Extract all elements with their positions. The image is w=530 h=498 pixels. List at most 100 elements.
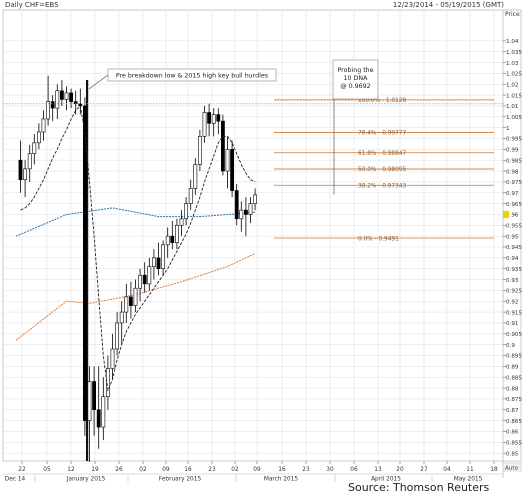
y-tick-label: 0.95 <box>506 234 519 240</box>
candle-body <box>69 92 74 102</box>
y-tick-label: 0.935 <box>506 267 522 273</box>
candle-body <box>96 409 101 428</box>
y-tick-label: 0.91 <box>506 321 519 327</box>
candle-body <box>188 188 193 204</box>
y-tick-label: 0.885 <box>506 375 522 381</box>
candle-body <box>129 296 133 306</box>
candle-body <box>207 112 212 124</box>
x-month-label: May 2015 <box>454 477 483 483</box>
auto-scale-label: Auto <box>505 466 519 472</box>
x-tick-label: 18 <box>490 467 498 473</box>
candle-body <box>133 287 138 306</box>
candle-body <box>161 244 166 270</box>
x-tick-label: 19 <box>91 467 99 473</box>
candle-body <box>138 274 143 289</box>
candle-body <box>32 142 37 154</box>
candle-body <box>179 218 184 226</box>
y-tick-label: 1 <box>506 126 510 132</box>
candle-body <box>87 381 92 421</box>
x-tick-label: 16 <box>184 467 192 473</box>
y-tick-label: 1.01 <box>506 104 519 110</box>
x-tick-label: 22 <box>18 467 26 473</box>
y-tick-label: 0.875 <box>506 397 522 403</box>
plot-frame <box>2 9 522 462</box>
candle-body <box>23 168 28 181</box>
fib-level-label: 61.8% - 0.98847 <box>358 151 406 157</box>
candle-body <box>248 203 253 215</box>
y-tick-label: 0.865 <box>506 419 522 425</box>
x-tick-label: 04 <box>443 467 451 473</box>
y-tick-label: 0.87 <box>506 408 519 414</box>
fib-level-label: 76.4% - 0.99777 <box>358 131 406 137</box>
candle-body <box>101 396 106 428</box>
y-tick-label: 1.02 <box>506 82 518 88</box>
annotation-box-10dna <box>332 59 379 100</box>
y-tick-label: 0.945 <box>506 245 522 251</box>
fib-level-label: 38.2% - 0.97343 <box>358 184 406 190</box>
x-tick-label: 05 <box>43 467 51 473</box>
y-tick-label: 0.855 <box>506 441 522 447</box>
x-tick-label: 13 <box>374 467 382 473</box>
x-tick-label: 26 <box>115 467 123 473</box>
candle-body <box>46 101 51 120</box>
candle-body <box>27 153 32 170</box>
last-price-marker <box>503 210 509 218</box>
candle-body <box>198 136 202 165</box>
y-tick-label: 1.025 <box>506 72 522 78</box>
candle-body <box>41 118 46 133</box>
annotation-10dna-text-line: 10 DNA <box>344 75 369 82</box>
y-tick-label: 0.85 <box>506 451 519 457</box>
y-tick-label: 0.93 <box>506 278 519 284</box>
candle-body <box>184 203 189 220</box>
y-tick-label: 0.97 <box>506 191 519 197</box>
annotation-prebreakdown-text: Pre breakdown low & 2015 high key bull h… <box>116 73 268 80</box>
candle-body <box>221 120 225 172</box>
x-tick-label: 12 <box>67 467 75 473</box>
y-tick-label: 0.915 <box>506 310 522 316</box>
x-tick-label: 23 <box>302 467 310 473</box>
y-tick-label: 0.925 <box>506 289 522 295</box>
candle-body <box>211 114 216 124</box>
candle-body <box>216 114 221 122</box>
annotation-10dna-text-line: @ 0.9692 <box>340 82 370 90</box>
x-tick-label: 20 <box>396 467 404 473</box>
y-tick-label: 0.965 <box>506 202 522 208</box>
candle-body <box>106 368 110 398</box>
x-tick-label: 11 <box>466 467 474 473</box>
candle-body <box>142 274 147 285</box>
candle-body <box>92 381 97 411</box>
candle-body <box>156 257 161 270</box>
candle-body <box>59 90 64 100</box>
y-tick-label: 0.975 <box>506 180 522 186</box>
y-tick-label: 1.015 <box>506 93 522 99</box>
y-tick-label: 0.88 <box>506 386 519 392</box>
candle-body <box>115 322 120 350</box>
y-tick-label: 0.99 <box>506 148 519 154</box>
candle-body <box>230 149 235 191</box>
y-tick-label: 0.895 <box>506 354 522 360</box>
candle-body <box>165 235 170 246</box>
y-tick-label: 0.955 <box>506 224 522 230</box>
candle-body <box>193 164 198 189</box>
blue-sma-line <box>15 207 256 237</box>
y-tick-label: 1.035 <box>506 50 522 56</box>
y-tick-label: 1.03 <box>506 61 519 67</box>
y-tick-label: 0.9 <box>506 343 515 349</box>
candle-body <box>170 235 175 243</box>
x-tick-label: 27 <box>420 467 428 473</box>
y-tick-label: 1.04 <box>506 39 519 45</box>
candle-body <box>83 105 87 421</box>
x-month-label: February 2015 <box>159 477 202 483</box>
candle-body <box>50 101 55 109</box>
candle-body <box>18 159 23 181</box>
candle-body <box>225 149 230 172</box>
candle-body <box>152 257 156 267</box>
x-tick-label: 02 <box>231 467 239 473</box>
annotation-10dna-text-line: Probing the <box>337 67 373 74</box>
black-sma-line <box>20 104 256 392</box>
candle-body <box>234 190 239 220</box>
candle-body <box>36 131 41 144</box>
candle-body <box>64 92 69 100</box>
fib-level-label: 100.0% - 1.0128 <box>358 98 406 104</box>
